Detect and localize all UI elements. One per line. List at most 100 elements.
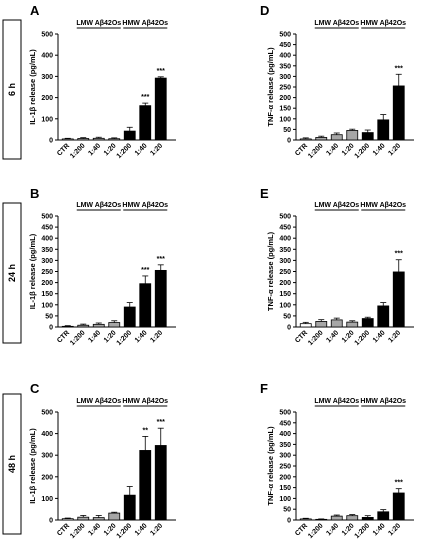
y-tick-label: 500 [279, 32, 291, 39]
bar-lmw-1-20 [346, 321, 359, 328]
significance-label: *** [395, 480, 403, 487]
time-label-24h: 24 h [7, 264, 17, 282]
bar-hmw-1-20 [392, 271, 405, 328]
significance-label: *** [157, 68, 165, 75]
y-tick-label: 100 [279, 302, 291, 309]
significance-label: *** [395, 251, 403, 258]
y-tick-label: 150 [41, 291, 53, 298]
bar-hmw-1-40 [377, 119, 390, 141]
y-tick-label: 500 [41, 32, 53, 39]
bar-ctr-CTR [299, 138, 312, 141]
bar-hmw-1-20 [392, 492, 405, 521]
x-tick-label: 1:40 [325, 142, 340, 157]
y-tick-label: 350 [279, 63, 291, 70]
y-tick-label: 250 [279, 464, 291, 471]
bar-ctr-CTR [299, 518, 312, 521]
y-tick-label: 400 [279, 431, 291, 438]
bar-lmw-1-40 [92, 517, 105, 521]
x-tick-label: 1:20 [149, 522, 164, 537]
bar-lmw-1-20 [108, 138, 121, 141]
y-tick-label: 250 [279, 85, 291, 92]
bar-ctr-CTR [61, 325, 74, 328]
panel-letter-c: C [30, 381, 40, 396]
x-tick-label: 1:20 [387, 522, 402, 537]
y-tick-label: 0 [49, 518, 53, 525]
panel-b: B 0 50 100 150 200 250 300 350 400 450 500 IL-1β rel… [28, 186, 176, 347]
y-tick-label: 100 [279, 116, 291, 123]
bar-hmw-1-200 [123, 494, 136, 521]
significance-label: *** [157, 256, 165, 263]
bar-lmw-1-200 [77, 516, 90, 521]
x-tick-label: 1:40 [372, 522, 387, 537]
hmw-group-label: HMW Aβ42Os [360, 398, 406, 405]
x-tick-label: 1:200 [307, 522, 325, 540]
y-tick-label: 250 [41, 269, 53, 276]
bar-hmw-1-40 [139, 283, 152, 328]
y-tick-label: 500 [279, 214, 291, 221]
y-tick-label: 50 [283, 507, 291, 514]
x-tick-label: 1:40 [134, 522, 149, 537]
y-tick-label: 500 [41, 214, 53, 221]
panel-d: D 0 50 100 150 200 250 300 350 400 450 500 TNF-α rel… [260, 3, 414, 160]
y-tick-label: 0 [287, 325, 291, 332]
bar-lmw-1-20 [346, 130, 359, 141]
y-tick-label: 350 [279, 442, 291, 449]
significance-label: *** [395, 65, 403, 72]
x-tick-label: 1:40 [87, 329, 102, 344]
y-tick-label: 200 [41, 95, 53, 102]
bar-lmw-1-40 [330, 515, 343, 521]
x-tick-label: 1:200 [69, 522, 87, 540]
x-tick-label: 1:40 [325, 329, 340, 344]
x-tick-label: 1:20 [149, 142, 164, 157]
x-tick-label: 1:200 [69, 329, 87, 347]
lmw-group-label: LMW Aβ42Os [76, 20, 121, 27]
y-axis-label-d: TNF-α release (pg/mL) [266, 47, 275, 127]
time-label-48h-box: 48 h [2, 393, 22, 535]
bar-hmw-1-200 [361, 132, 374, 141]
y-tick-label: 150 [279, 291, 291, 298]
x-tick-label: 1:200 [116, 522, 134, 540]
bar-lmw-1-200 [77, 138, 90, 141]
y-tick-label: 500 [279, 410, 291, 417]
panel-letter-f: F [260, 381, 268, 396]
y-tick-label: 0 [49, 138, 53, 145]
lmw-group-label: LMW Aβ42Os [76, 398, 121, 405]
y-tick-label: 0 [287, 138, 291, 145]
lmw-group-label: LMW Aβ42Os [76, 202, 121, 209]
y-tick-label: 300 [279, 258, 291, 265]
y-axis-label-a: IL-1β release (pg/mL) [28, 49, 37, 125]
x-tick-label: 1:20 [149, 329, 164, 344]
x-tick-label: 1:20 [387, 142, 402, 157]
x-tick-label: 1:40 [134, 329, 149, 344]
y-tick-label: 100 [279, 496, 291, 503]
x-tick-label: 1:200 [116, 142, 134, 160]
bar-lmw-1-20 [108, 512, 121, 521]
panel-e: E 0 50 100 150 200 250 300 350 400 450 500 TNF-α rel… [260, 186, 414, 347]
x-tick-label: 1:20 [387, 329, 402, 344]
hmw-group-label: HMW Aβ42Os [360, 20, 406, 27]
y-tick-label: 450 [279, 420, 291, 427]
y-tick-label: 200 [279, 474, 291, 481]
lmw-group-label: LMW Aβ42Os [314, 202, 359, 209]
time-label-48h: 48 h [7, 455, 17, 473]
bar-hmw-1-40 [377, 511, 390, 521]
y-tick-label: 300 [41, 258, 53, 265]
y-tick-label: 200 [41, 280, 53, 287]
bar-ctr-CTR [299, 323, 312, 328]
x-tick-label: 1:200 [354, 142, 372, 160]
bar-lmw-1-200 [315, 137, 328, 141]
bar-hmw-1-40 [139, 450, 152, 521]
significance-label: *** [141, 267, 149, 274]
x-tick-label: 1:40 [372, 142, 387, 157]
panel-letter-b: B [30, 186, 39, 201]
y-tick-label: 400 [41, 431, 53, 438]
y-tick-label: 100 [41, 302, 53, 309]
y-tick-label: 200 [279, 95, 291, 102]
bar-lmw-1-20 [108, 322, 121, 328]
bar-lmw-1-40 [92, 137, 105, 141]
panel-f: F 0 50 100 150 200 250 300 350 400 450 500 TNF-α rel… [260, 381, 414, 540]
y-tick-label: 300 [41, 453, 53, 460]
x-tick-label: 1:40 [87, 142, 102, 157]
hmw-group-label: HMW Aβ42Os [122, 202, 168, 209]
